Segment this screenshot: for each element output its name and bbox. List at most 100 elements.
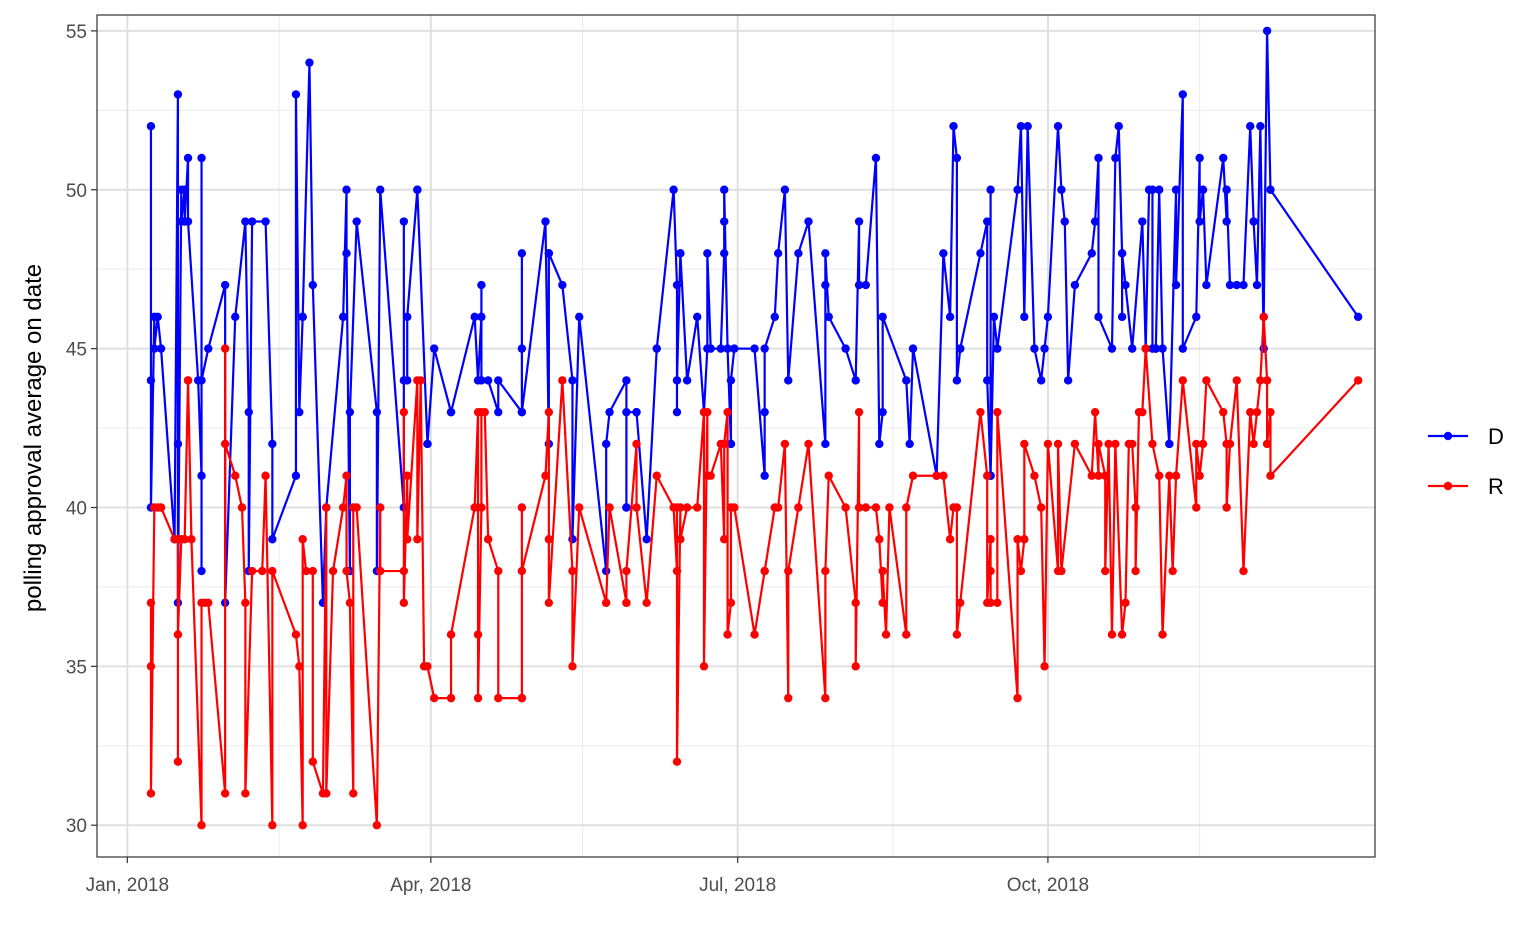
data-point-R bbox=[993, 598, 1002, 608]
data-point-R bbox=[237, 503, 247, 512]
data-point-R bbox=[875, 535, 884, 544]
data-point-D bbox=[342, 249, 351, 258]
data-point-D bbox=[1178, 344, 1187, 353]
data-point-R bbox=[1158, 630, 1167, 639]
data-point-R bbox=[652, 471, 661, 480]
legend-item-R: R bbox=[1428, 474, 1504, 499]
data-point-R bbox=[1101, 566, 1110, 576]
data-point-R bbox=[308, 566, 318, 576]
data-point-D bbox=[1114, 122, 1123, 131]
data-point-R bbox=[308, 757, 318, 766]
data-point-R bbox=[220, 789, 230, 798]
data-point-R bbox=[750, 630, 759, 639]
data-point-R bbox=[430, 693, 439, 703]
data-point-R bbox=[1195, 471, 1204, 480]
data-point-R bbox=[1259, 312, 1268, 322]
data-point-R bbox=[473, 630, 483, 639]
data-point-D bbox=[575, 312, 584, 322]
data-point-D bbox=[291, 90, 301, 99]
data-point-R bbox=[1104, 439, 1113, 449]
data-point-D bbox=[939, 249, 948, 258]
data-point-R bbox=[908, 471, 918, 480]
data-point-D bbox=[197, 376, 206, 385]
data-point-R bbox=[494, 566, 503, 576]
data-point-D bbox=[841, 344, 850, 353]
data-point-R bbox=[473, 693, 483, 703]
data-point-R bbox=[1131, 566, 1140, 576]
data-point-D bbox=[672, 407, 682, 417]
data-point-D bbox=[780, 185, 790, 194]
data-point-D bbox=[1256, 122, 1265, 131]
data-point-D bbox=[703, 249, 712, 258]
data-point-D bbox=[470, 312, 479, 322]
data-point-D bbox=[241, 217, 250, 226]
data-point-R bbox=[322, 789, 331, 798]
data-point-R bbox=[156, 503, 166, 512]
data-point-R bbox=[328, 566, 338, 576]
data-point-D bbox=[693, 312, 702, 322]
data-point-R bbox=[349, 789, 358, 798]
data-point-D bbox=[244, 407, 253, 417]
data-point-D bbox=[477, 280, 486, 290]
data-point-D bbox=[726, 376, 736, 385]
data-point-D bbox=[1036, 376, 1046, 385]
data-point-D bbox=[720, 217, 729, 226]
data-point-R bbox=[345, 598, 355, 608]
data-point-D bbox=[446, 407, 456, 417]
data-point-R bbox=[885, 503, 894, 512]
data-point-R bbox=[403, 535, 412, 544]
data-point-R bbox=[568, 662, 577, 671]
data-point-D bbox=[1178, 90, 1187, 99]
data-point-D bbox=[605, 407, 614, 417]
data-point-D bbox=[945, 312, 955, 322]
data-point-R bbox=[558, 376, 567, 385]
data-point-R bbox=[1020, 439, 1029, 449]
legend-key-point bbox=[1443, 431, 1453, 441]
data-point-D bbox=[494, 407, 503, 417]
data-point-D bbox=[517, 344, 527, 353]
data-point-D bbox=[231, 312, 240, 322]
data-point-R bbox=[1036, 503, 1046, 512]
data-point-R bbox=[932, 471, 941, 480]
data-point-D bbox=[150, 344, 159, 353]
data-point-R bbox=[1138, 407, 1147, 417]
data-point-D bbox=[1225, 280, 1235, 290]
legend-label: R bbox=[1488, 474, 1504, 499]
data-point-D bbox=[1171, 280, 1181, 290]
data-point-D bbox=[568, 376, 577, 385]
data-point-R bbox=[1117, 630, 1127, 639]
data-point-D bbox=[1016, 122, 1026, 131]
data-point-D bbox=[541, 217, 550, 226]
data-point-R bbox=[1239, 566, 1248, 576]
data-point-D bbox=[1020, 312, 1029, 322]
data-point-D bbox=[1195, 153, 1204, 163]
data-point-R bbox=[1353, 376, 1363, 385]
data-point-R bbox=[197, 821, 206, 830]
data-point-D bbox=[871, 153, 881, 163]
data-point-D bbox=[372, 407, 382, 417]
data-point-R bbox=[575, 503, 584, 512]
data-point-D bbox=[622, 407, 631, 417]
data-point-D bbox=[477, 376, 486, 385]
data-point-R bbox=[180, 535, 189, 544]
data-point-D bbox=[770, 312, 779, 322]
data-point-D bbox=[1262, 26, 1272, 36]
data-point-D bbox=[1249, 217, 1258, 226]
x-tick-label: Oct, 2018 bbox=[1007, 875, 1089, 896]
data-point-R bbox=[703, 407, 712, 417]
data-point-R bbox=[706, 471, 715, 480]
data-point-R bbox=[622, 598, 631, 608]
data-point-D bbox=[308, 280, 318, 290]
data-point-D bbox=[908, 344, 918, 353]
data-point-D bbox=[784, 376, 793, 385]
data-point-R bbox=[423, 662, 432, 671]
data-point-D bbox=[517, 249, 527, 258]
data-point-R bbox=[1266, 407, 1275, 417]
data-point-D bbox=[1023, 122, 1032, 131]
data-point-D bbox=[197, 153, 206, 163]
data-point-D bbox=[986, 185, 995, 194]
data-point-R bbox=[1202, 376, 1211, 385]
data-point-R bbox=[446, 630, 456, 639]
data-point-D bbox=[821, 280, 830, 290]
